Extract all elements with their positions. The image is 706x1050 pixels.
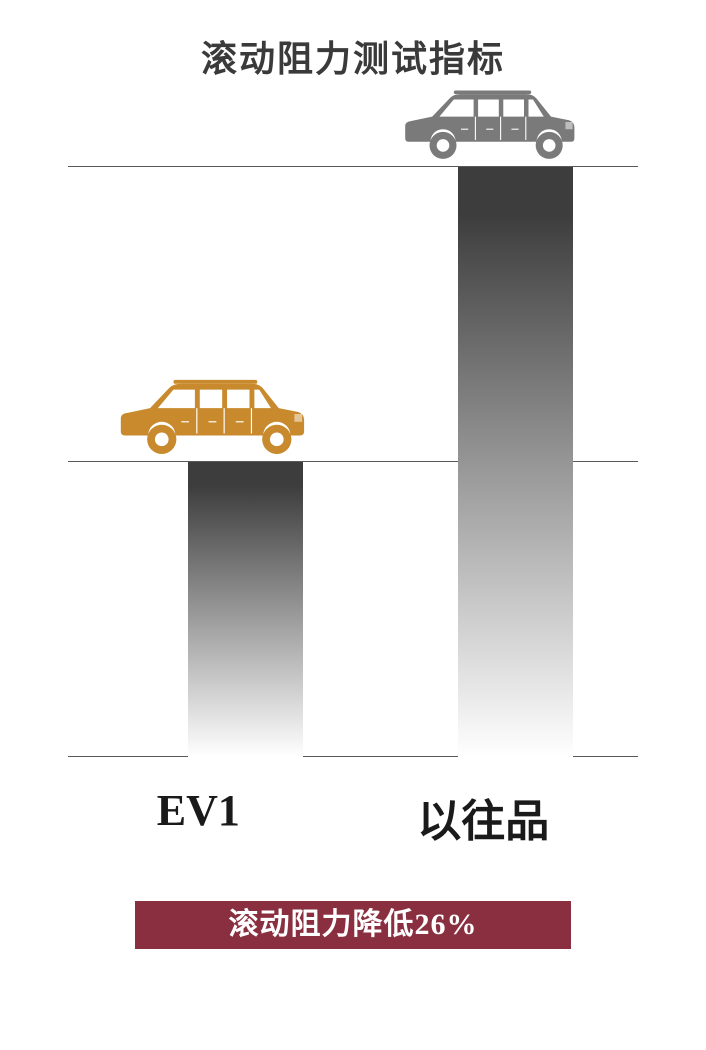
car-icon [398, 86, 578, 162]
result-banner: 滚动阻力降低26% [135, 901, 571, 949]
bar-ev1 [188, 462, 303, 757]
chart-area [68, 132, 638, 757]
car-ev1 [113, 375, 308, 462]
x-label-prev: 以往品 [417, 785, 549, 849]
x-label-ev1: EV1 [157, 785, 240, 849]
bar-prev [458, 167, 573, 757]
car-icon [113, 375, 308, 457]
x-axis-labels: EV1 以往品 [68, 785, 638, 849]
chart-title: 滚动阻力测试指标 [0, 30, 706, 82]
car-prev [398, 86, 578, 167]
